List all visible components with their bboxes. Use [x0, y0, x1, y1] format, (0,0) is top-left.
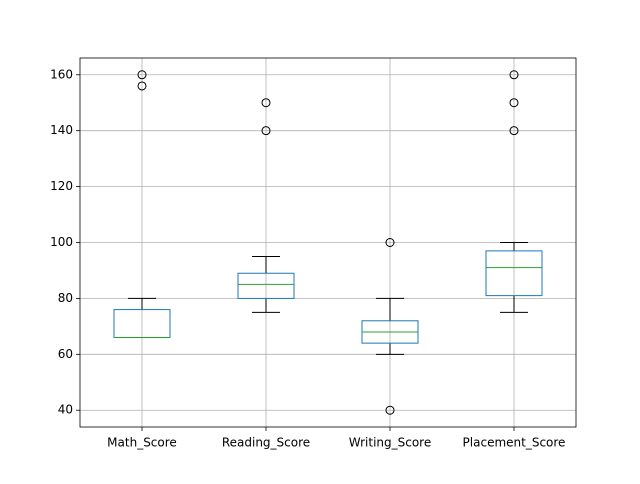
- x-tick-label: Math_Score: [107, 436, 177, 450]
- y-tick-label: 140: [50, 123, 73, 137]
- y-tick-label: 80: [58, 291, 73, 305]
- outlier: [509, 70, 519, 80]
- y-tick-label: 100: [50, 235, 73, 249]
- box: [485, 250, 543, 297]
- outlier: [137, 70, 147, 80]
- plot-frame: [79, 57, 577, 428]
- outlier: [385, 238, 395, 247]
- x-tick-label: Reading_Score: [222, 436, 310, 450]
- outlier: [509, 126, 519, 136]
- outlier: [261, 98, 271, 108]
- box: [237, 272, 295, 299]
- outlier: [509, 98, 519, 108]
- y-tick-label: 40: [58, 403, 73, 417]
- outlier: [261, 126, 271, 136]
- y-tick-label: 120: [50, 179, 73, 193]
- outlier: [137, 81, 147, 91]
- x-tick-label: Placement_Score: [463, 436, 566, 450]
- y-tick-label: 160: [50, 67, 73, 81]
- x-tick-label: Writing_Score: [349, 436, 431, 450]
- outlier: [385, 405, 395, 415]
- y-tick-label: 60: [58, 347, 73, 361]
